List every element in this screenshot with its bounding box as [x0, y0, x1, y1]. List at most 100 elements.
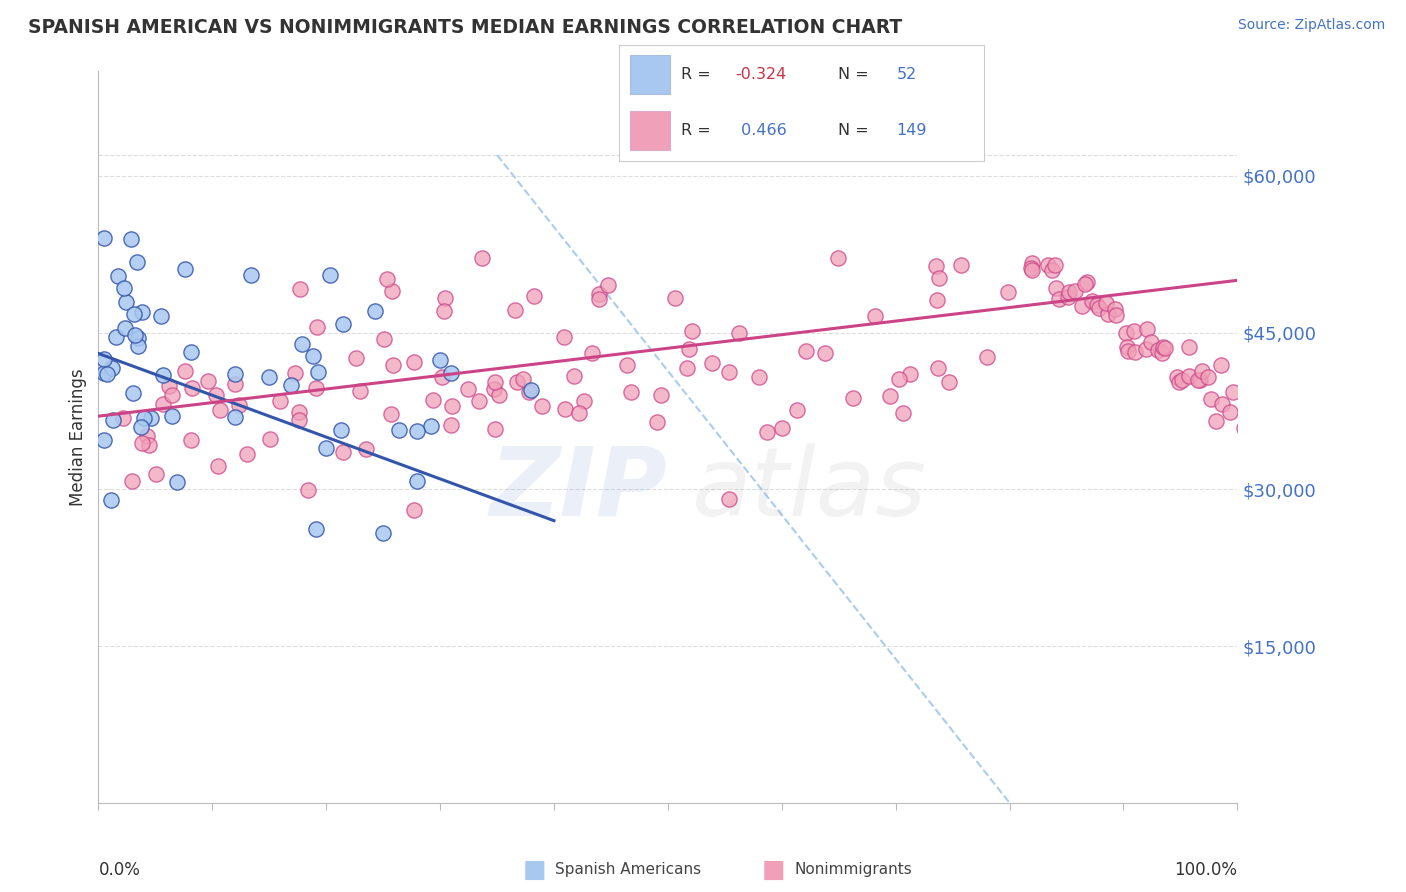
Point: [120, 232, 142, 246]
Point: [441, 399, 464, 413]
Point: [1136, 322, 1159, 336]
Point: [301, 349, 323, 363]
Point: [291, 337, 314, 351]
Text: Nonimmigrants: Nonimmigrants: [794, 863, 912, 877]
Text: 100.0%: 100.0%: [1174, 862, 1237, 880]
Point: [1070, 299, 1092, 313]
Point: [1122, 324, 1144, 338]
Point: [1178, 340, 1201, 354]
Point: [440, 366, 463, 380]
Point: [702, 356, 724, 370]
Point: [925, 293, 948, 307]
Point: [827, 251, 849, 265]
Point: [160, 388, 183, 402]
Point: [381, 358, 404, 372]
Point: [678, 343, 700, 357]
Point: [1080, 293, 1102, 308]
Point: [1019, 260, 1042, 275]
Point: [93, 231, 115, 245]
Point: [581, 346, 603, 360]
Point: [1064, 284, 1087, 298]
Point: [681, 324, 703, 338]
Point: [813, 346, 835, 360]
Point: [1199, 392, 1222, 407]
Point: [1140, 334, 1163, 349]
Point: [224, 367, 246, 381]
Point: [1115, 340, 1137, 354]
Point: [114, 320, 136, 334]
Point: [1021, 256, 1043, 270]
Point: [1021, 263, 1043, 277]
Point: [107, 269, 129, 284]
Point: [842, 391, 865, 405]
Point: [160, 409, 183, 424]
Point: [512, 372, 534, 386]
Point: [404, 355, 426, 369]
Point: [1219, 405, 1241, 419]
Point: [364, 304, 387, 318]
Point: [388, 423, 411, 437]
Point: [1118, 343, 1140, 358]
Point: [616, 359, 638, 373]
Point: [121, 386, 143, 401]
Point: [1094, 296, 1116, 310]
Point: [129, 419, 152, 434]
Point: [675, 361, 697, 376]
Point: [375, 271, 398, 285]
Text: Spanish Americans: Spanish Americans: [555, 863, 702, 877]
Point: [1087, 301, 1109, 315]
Point: [530, 399, 553, 413]
Point: [1211, 397, 1233, 411]
Point: [371, 525, 394, 540]
Point: [1057, 290, 1080, 304]
Point: [139, 410, 162, 425]
Point: [269, 393, 291, 408]
FancyBboxPatch shape: [630, 111, 669, 150]
Point: [517, 384, 540, 399]
Point: [887, 372, 910, 386]
Point: [132, 410, 155, 425]
Point: [197, 374, 219, 388]
Text: 52: 52: [897, 67, 917, 82]
Point: [770, 421, 793, 435]
Point: [1152, 346, 1174, 360]
Point: [433, 291, 456, 305]
Point: [381, 284, 404, 298]
Point: [332, 317, 354, 331]
Point: [891, 406, 914, 420]
Point: [114, 294, 136, 309]
Point: [1076, 275, 1098, 289]
Point: [173, 261, 195, 276]
Point: [1171, 373, 1194, 387]
Point: [205, 388, 228, 402]
Point: [180, 345, 202, 359]
Point: [125, 255, 148, 269]
Point: [100, 493, 122, 508]
Point: [145, 467, 167, 482]
Point: [236, 447, 259, 461]
Point: [228, 398, 250, 412]
Point: [404, 503, 426, 517]
Text: R =: R =: [681, 67, 716, 82]
Point: [420, 418, 443, 433]
Text: 0.466: 0.466: [735, 123, 786, 138]
Point: [488, 388, 510, 402]
Point: [305, 522, 328, 536]
Point: [1233, 421, 1256, 435]
Point: [718, 365, 741, 379]
Point: [664, 291, 686, 305]
Point: [209, 402, 232, 417]
Point: [174, 364, 197, 378]
Point: [344, 351, 367, 365]
Point: [1152, 340, 1174, 354]
Point: [112, 281, 135, 295]
Point: [1222, 385, 1244, 400]
Point: [297, 483, 319, 498]
Point: [93, 351, 115, 366]
Point: [1191, 364, 1213, 378]
Point: [429, 353, 451, 368]
Point: [1105, 308, 1128, 322]
Point: [288, 412, 311, 426]
Point: [728, 326, 751, 340]
Point: [949, 258, 972, 272]
